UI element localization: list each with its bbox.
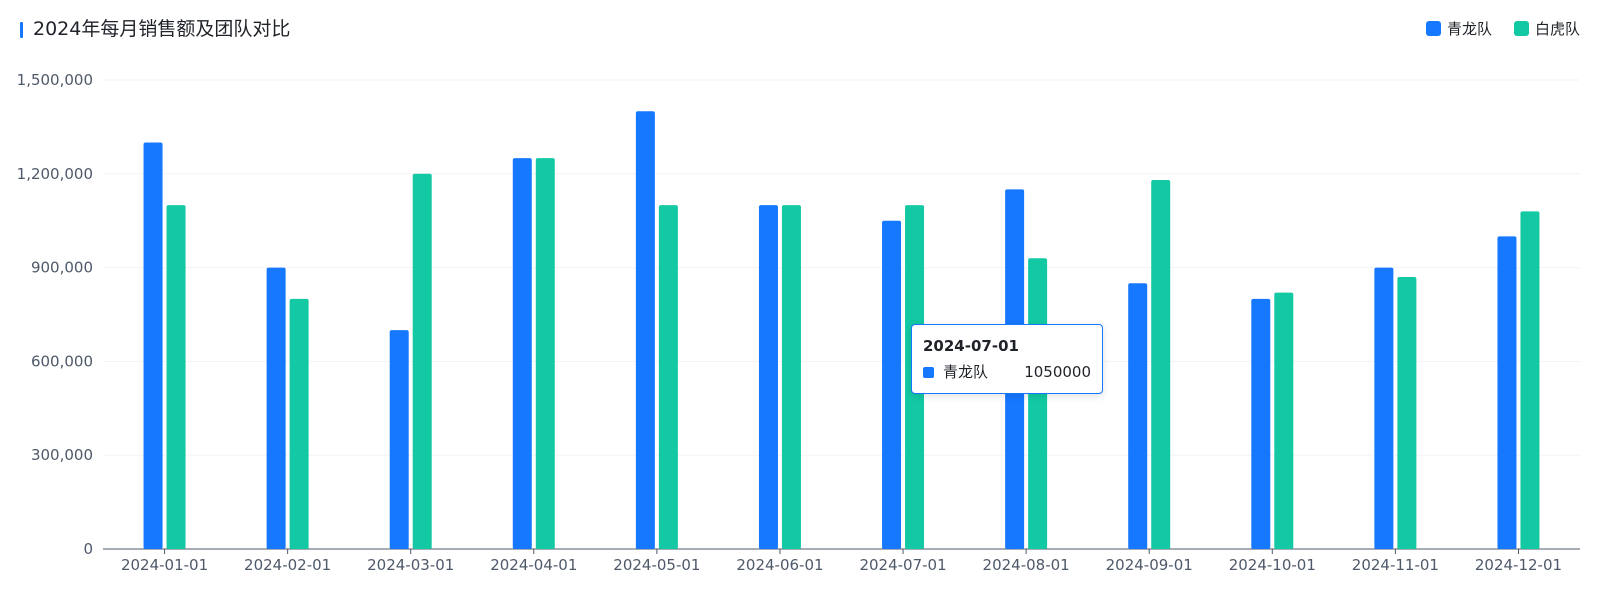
bar-qinglong: [512, 158, 532, 549]
bar-baihu: [781, 205, 801, 550]
tooltip-title: 2024-07-01: [923, 337, 1019, 355]
x-tick-label: 2024-04-01: [490, 556, 577, 574]
tooltip-series-value: 1050000: [1024, 363, 1091, 381]
legend: 青龙队 白虎队: [1425, 18, 1580, 39]
x-tick-label: 2024-09-01: [1106, 556, 1193, 574]
x-tick-label: 2024-07-01: [859, 556, 946, 574]
chart-header: 2024年每月销售额及团队对比 青龙队 白虎队: [0, 0, 1600, 60]
bar-qinglong: [143, 142, 163, 550]
legend-swatch-baihu: [1513, 21, 1529, 36]
x-tick-label: 2024-03-01: [367, 556, 454, 574]
bar-baihu: [412, 173, 432, 550]
y-tick-label: 900,000: [31, 259, 93, 277]
y-tick-label: 1,200,000: [17, 165, 93, 183]
bar-baihu: [535, 158, 555, 549]
tooltip-row: 青龙队 1050000: [923, 363, 1091, 381]
x-tick-label: 2024-08-01: [983, 556, 1070, 574]
bar-qinglong: [1374, 267, 1394, 549]
x-tick-label: 2024-06-01: [736, 556, 823, 574]
legend-label-qinglong: 青龙队: [1446, 20, 1492, 38]
bar-qinglong: [1497, 236, 1517, 550]
y-tick-label: 0: [83, 540, 93, 558]
bar-qinglong: [758, 205, 778, 550]
legend-swatch-qinglong: [1425, 21, 1441, 36]
x-tick-label: 2024-11-01: [1352, 556, 1439, 574]
x-tick-label: 2024-10-01: [1229, 556, 1316, 574]
legend-item-baihu[interactable]: 白虎队: [1513, 18, 1580, 39]
bar-qinglong: [389, 330, 409, 549]
y-tick-label: 600,000: [31, 352, 93, 370]
x-tick-label: 2024-02-01: [244, 556, 331, 574]
y-tick-label: 1,500,000: [17, 71, 93, 89]
bar-baihu: [1520, 211, 1540, 549]
tooltip-series-name: 青龙队: [943, 363, 989, 381]
x-tick-label: 2024-05-01: [613, 556, 700, 574]
bar-qinglong: [635, 111, 655, 550]
legend-item-qinglong[interactable]: 青龙队: [1425, 18, 1492, 39]
bar-qinglong: [266, 267, 286, 549]
bar-baihu: [1028, 258, 1048, 549]
bar-baihu: [1274, 292, 1294, 549]
x-tick-label: 2024-01-01: [121, 556, 208, 574]
bar-baihu: [658, 205, 678, 550]
x-tick-label: 2024-12-01: [1475, 556, 1562, 574]
legend-label-baihu: 白虎队: [1534, 20, 1580, 38]
bar-qinglong: [1128, 283, 1148, 549]
bar-baihu: [166, 205, 186, 550]
bar-baihu: [1151, 180, 1171, 549]
y-tick-label: 300,000: [31, 446, 93, 464]
bar-qinglong: [1251, 298, 1271, 549]
title-accent-bar: [20, 22, 23, 38]
bar-baihu: [1397, 276, 1417, 549]
bar-qinglong: [882, 220, 902, 549]
chart-title: 2024年每月销售额及团队对比: [33, 18, 291, 40]
bar-baihu: [289, 298, 309, 549]
tooltip: 2024-07-01 青龙队 1050000: [911, 324, 1103, 394]
tooltip-series-dot: [923, 366, 934, 378]
